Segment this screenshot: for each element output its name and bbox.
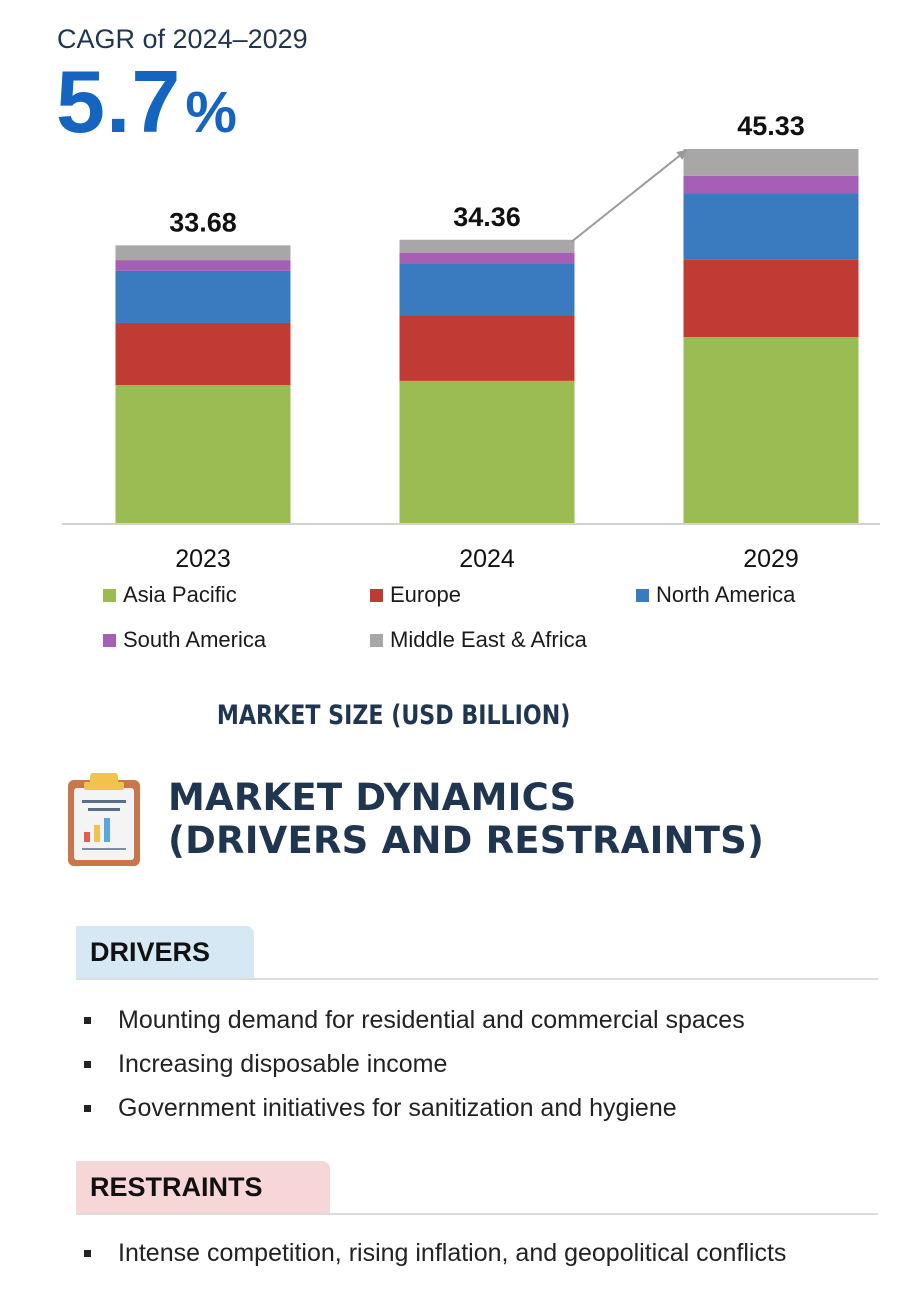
labels-group: 33.68 2023 34.36 2024 45.33 2029 [169, 111, 805, 573]
legend-label: Middle East & Africa [390, 627, 587, 652]
legend-swatch [370, 633, 383, 647]
total-label-2029: 45.33 [737, 111, 805, 141]
bars-group [115, 149, 859, 524]
driver-text: Mounting demand for residential and comm… [118, 1006, 745, 1034]
bar-segment-asia-pacific-2029 [683, 337, 859, 524]
x-tick-label-2029: 2029 [743, 545, 799, 573]
bar-segment-north-america-2024 [399, 263, 575, 316]
total-label-2024: 34.36 [453, 202, 521, 232]
bar-segment-asia-pacific-2023 [115, 385, 291, 524]
legend-item-south-america: South America [103, 627, 266, 653]
drivers-header: DRIVERS [76, 926, 878, 980]
legend-swatch [636, 588, 649, 602]
list-item: Mounting demand for residential and comm… [84, 998, 745, 1042]
chart-legend: Asia Pacific Europe North America South Ame… [0, 582, 909, 672]
legend-label: Europe [390, 582, 461, 607]
cagr-number: 5.7 [56, 52, 182, 151]
legend-item-asia-pacific: Asia Pacific [103, 582, 237, 608]
cagr-value: 5.7% [56, 58, 238, 146]
bar-segment-middle-east-africa-2029 [683, 149, 859, 176]
bar-segment-asia-pacific-2024 [399, 380, 575, 524]
driver-text: Increasing disposable income [118, 1050, 448, 1078]
bar-segment-europe-2029 [683, 259, 859, 338]
legend-swatch [370, 588, 383, 602]
restraints-list: Intense competition, rising inflation, a… [84, 1231, 786, 1275]
market-size-chart: 33.68 2023 34.36 2024 45.33 2029 [62, 111, 880, 573]
bar-segment-south-america-2023 [115, 260, 291, 271]
driver-text: Government initiatives for sanitization … [118, 1094, 677, 1122]
bar-segment-north-america-2029 [683, 193, 859, 260]
clipboard-chart-icon [68, 773, 140, 866]
growth-arrow [570, 149, 688, 243]
total-label-2023: 33.68 [169, 207, 237, 237]
bar-segment-middle-east-africa-2024 [399, 239, 575, 253]
cagr-unit: % [185, 80, 238, 145]
legend-item-north-america: North America [636, 582, 795, 608]
bar-segment-south-america-2024 [399, 252, 575, 264]
legend-label: Asia Pacific [123, 582, 237, 607]
restraints-heading: RESTRAINTS [76, 1161, 330, 1213]
bar-segment-north-america-2023 [115, 270, 291, 323]
bullet-icon [84, 1017, 91, 1024]
bar-segment-south-america-2029 [683, 175, 859, 194]
legend-item-europe: Europe [370, 582, 461, 608]
legend-label: South America [123, 627, 267, 652]
list-item: Government initiatives for sanitization … [84, 1086, 745, 1130]
bar-segment-middle-east-africa-2023 [115, 245, 291, 261]
bar-segment-europe-2024 [399, 315, 575, 381]
x-tick-label-2024: 2024 [459, 545, 515, 573]
bullet-icon [84, 1061, 91, 1068]
restraint-text: Intense competition, rising inflation, a… [118, 1239, 787, 1267]
legend-swatch [103, 633, 116, 647]
cagr-label: CAGR of 2024–2029 [57, 24, 308, 54]
dynamics-title: MARKET DYNAMICS (DRIVERS AND RESTRAINTS) [168, 776, 764, 862]
list-item: Intense competition, rising inflation, a… [84, 1231, 786, 1275]
legend-item-middle-east-africa: Middle East & Africa [370, 627, 587, 653]
bullet-icon [84, 1105, 91, 1112]
restraints-header: RESTRAINTS [76, 1161, 878, 1215]
list-item: Increasing disposable income [84, 1042, 745, 1086]
drivers-list: Mounting demand for residential and comm… [84, 998, 745, 1130]
legend-swatch [103, 588, 116, 602]
dynamics-title-line2: (DRIVERS AND RESTRAINTS) [168, 819, 765, 862]
legend-label: North America [656, 582, 796, 607]
y-axis-title: MARKET SIZE (USD BILLION) [216, 700, 571, 731]
bullet-icon [84, 1250, 91, 1257]
bar-segment-europe-2023 [115, 322, 291, 386]
x-tick-label-2023: 2023 [175, 545, 231, 573]
drivers-heading: DRIVERS [76, 926, 254, 978]
dynamics-title-line1: MARKET DYNAMICS [168, 776, 577, 819]
